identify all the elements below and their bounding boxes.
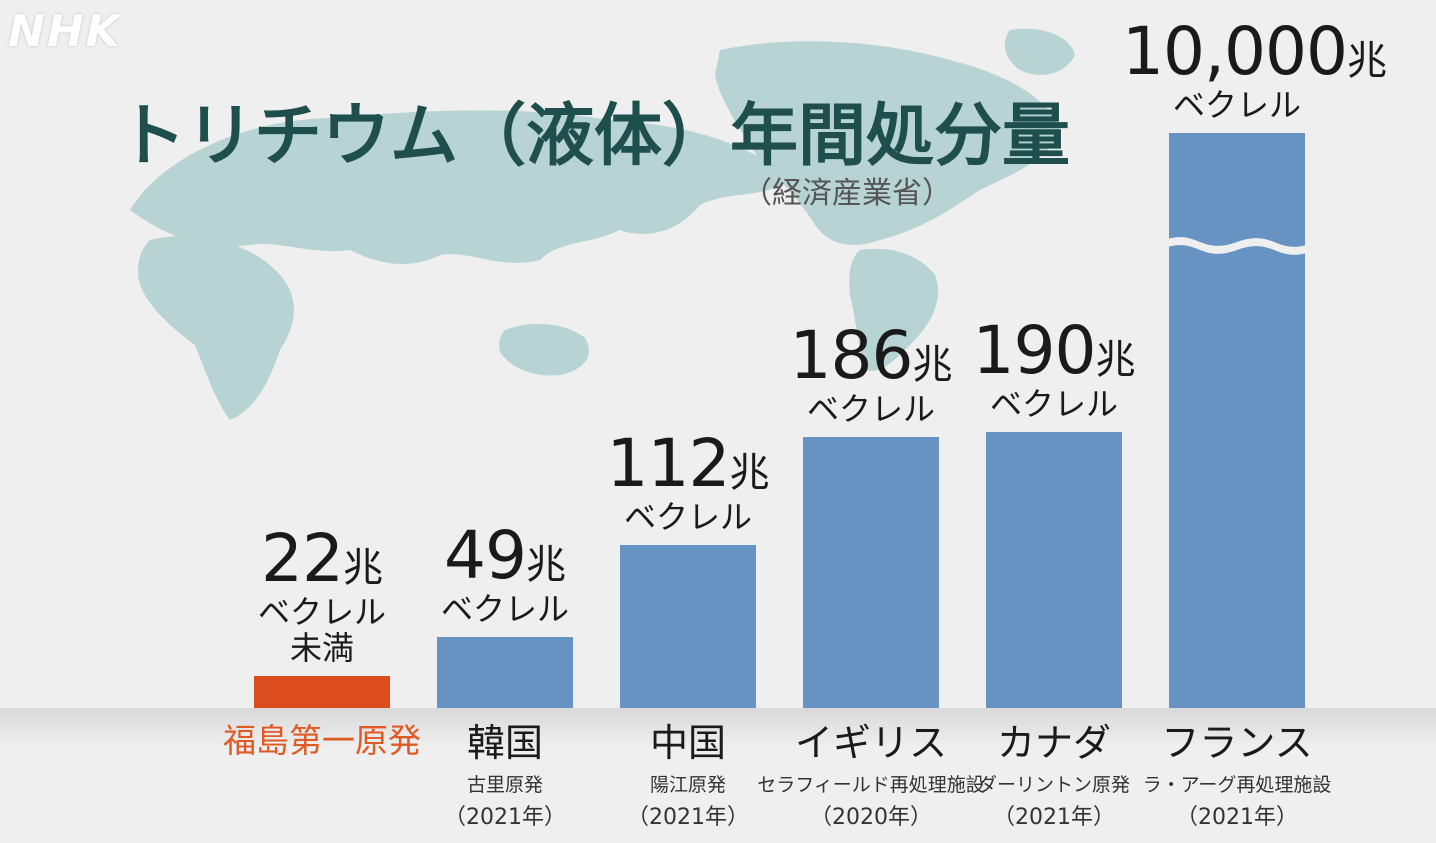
category-year: （2020年）	[810, 804, 932, 830]
value-label-5: 190兆 ベクレル	[939, 317, 1169, 423]
category-label-3: 中国陽江原発 （2021年）	[563, 721, 813, 831]
category-facility: ダーリントン原発	[977, 773, 1130, 796]
value-unit-bq: ベクレル	[440, 589, 569, 628]
value-number: 22	[261, 519, 344, 597]
value-number: 190	[972, 311, 1097, 389]
category-year: （2021年）	[1176, 804, 1298, 830]
axis-break-mark	[1159, 237, 1315, 255]
category-facility: 陽江原発	[649, 773, 726, 796]
category-year: （2021年）	[444, 804, 566, 830]
value-unit-bq: ベクレル	[257, 592, 386, 631]
category-label-1: 福島第一原発	[197, 722, 447, 760]
value-unit: 兆	[1346, 38, 1387, 84]
value-label-2: 49兆 ベクレル	[390, 522, 620, 628]
category-name: フランス	[1161, 721, 1313, 765]
map-africa	[138, 236, 294, 420]
category-label-5: カナダダーリントン原発 （2021年）	[929, 721, 1179, 831]
value-unit-bq: ベクレル	[1172, 86, 1301, 124]
value-unit: 兆	[342, 544, 383, 591]
bar-5	[986, 431, 1122, 708]
category-label-6: フランスラ・アーグ再処理施設 （2021年）	[1112, 721, 1362, 831]
baseline-band	[0, 708, 1436, 748]
map-australia	[499, 323, 589, 376]
category-name: 中国	[649, 721, 726, 765]
value-label-1: 22兆 ベクレル 未満	[207, 525, 437, 667]
category-name: 韓国	[466, 721, 543, 765]
category-year: （2021年）	[627, 804, 749, 830]
value-unit-bq: ベクレル	[989, 384, 1118, 423]
value-label-3: 112兆 ベクレル	[573, 431, 803, 537]
bar-2	[437, 636, 573, 708]
value-number: 10,000	[1122, 13, 1348, 90]
map-eurasia	[130, 110, 790, 265]
value-unit: 兆	[729, 450, 770, 497]
category-facility: 古里原発	[466, 773, 543, 796]
chart-source: （経済産業省）	[742, 176, 952, 211]
value-number: 49	[444, 516, 527, 594]
map-south-america	[849, 248, 939, 371]
category-facility: セラフィールド再処理施設	[757, 773, 985, 796]
value-unit-bq: ベクレル	[623, 498, 752, 537]
chart-title: トリチウム（液体）年間処分量	[118, 97, 1071, 176]
value-unit: 兆	[525, 541, 566, 588]
value-label-4: 186兆 ベクレル	[756, 323, 986, 429]
category-name: カナダ	[996, 721, 1111, 765]
category-facility: ラ・アーグ再処理施設	[1142, 773, 1332, 796]
bar-1	[254, 675, 390, 708]
category-label-4: イギリスセラフィールド再処理施設 （2020年）	[746, 721, 996, 831]
value-qualifier: 未満	[289, 628, 354, 667]
category-name: イギリス	[794, 721, 947, 765]
category-year: （2021年）	[993, 804, 1115, 830]
value-label-6: 10,000兆 ベクレル	[1122, 19, 1387, 124]
map-greenland	[1004, 28, 1075, 75]
value-number: 186	[789, 317, 914, 395]
category-name: 福島第一原発	[223, 721, 421, 760]
bar-3	[620, 545, 756, 708]
map-north-america	[715, 41, 1060, 245]
bar-6	[1169, 133, 1305, 708]
value-unit-bq: ベクレル	[806, 390, 935, 429]
bar-4	[803, 437, 939, 708]
nhk-logo: NHK	[8, 6, 122, 57]
value-number: 112	[606, 425, 731, 503]
value-unit: 兆	[912, 342, 953, 389]
value-unit: 兆	[1095, 336, 1136, 383]
category-label-2: 韓国古里原発 （2021年）	[380, 721, 630, 831]
